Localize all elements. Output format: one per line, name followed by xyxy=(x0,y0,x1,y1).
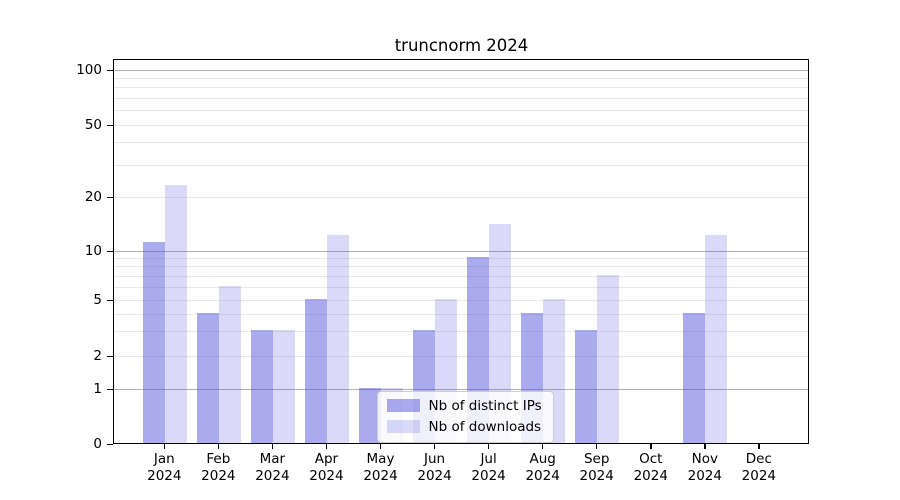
x-axis-tick-label: Feb 2024 xyxy=(201,451,236,484)
chart-title: truncnorm 2024 xyxy=(394,36,529,55)
x-axis-tick-label: Aug 2024 xyxy=(525,451,560,484)
x-tick-mark xyxy=(704,444,706,449)
y-axis-tick-label: 20 xyxy=(84,189,102,205)
bar-distinct-ips-feb xyxy=(196,312,219,443)
y-axis-tick-label: 10 xyxy=(84,242,102,259)
y-tick-mark xyxy=(106,250,113,252)
legend-item-distinct-ips: Nb of distinct IPs xyxy=(386,397,542,414)
minor-gridline xyxy=(113,313,808,315)
bar-downloads-mar xyxy=(272,329,295,443)
x-tick-mark xyxy=(758,444,760,449)
y-tick-mark xyxy=(106,355,113,357)
y-tick-mark xyxy=(106,197,113,199)
bar-distinct-ips-jan xyxy=(142,242,165,443)
minor-gridline xyxy=(113,330,808,332)
bar-downloads-jul xyxy=(489,223,512,443)
minor-gridline xyxy=(113,87,808,89)
x-axis-tick-label: Jan 2024 xyxy=(147,451,182,484)
minor-gridline xyxy=(113,165,808,167)
y-tick-mark xyxy=(106,124,113,127)
bar-downloads-jan xyxy=(164,185,187,443)
y-axis-tick-label: 2 xyxy=(93,347,102,364)
x-tick-mark xyxy=(325,444,328,449)
y-axis-tick-label: 0 xyxy=(93,435,102,452)
minor-gridline xyxy=(113,300,808,301)
bar-distinct-ips-apr xyxy=(304,299,327,443)
legend-swatch-downloads xyxy=(386,420,420,433)
bar-distinct-ips-sep xyxy=(575,329,598,443)
x-tick-mark xyxy=(542,444,544,449)
bar-downloads-apr xyxy=(326,235,349,443)
minor-gridline xyxy=(113,110,808,112)
y-tick-mark xyxy=(106,300,113,302)
bar-downloads-nov xyxy=(705,235,728,443)
bar-downloads-sep xyxy=(597,274,620,443)
x-tick-mark xyxy=(488,444,490,449)
y-tick-mark xyxy=(106,443,113,445)
x-axis-tick-label: Jul 2024 xyxy=(471,451,506,484)
legend-swatch-distinct-ips xyxy=(386,399,420,412)
y-axis-tick-label: 100 xyxy=(76,61,102,78)
minor-gridline xyxy=(113,124,808,126)
x-tick-mark xyxy=(434,444,436,449)
minor-gridline xyxy=(113,142,808,144)
x-tick-mark xyxy=(650,444,652,449)
bar-distinct-ips-nov xyxy=(683,312,706,443)
plot-area: Nb of distinct IPs Nb of downloads xyxy=(112,58,809,444)
legend: Nb of distinct IPs Nb of downloads xyxy=(376,390,554,443)
x-tick-mark xyxy=(380,444,382,449)
x-axis-tick-label: Apr 2024 xyxy=(309,451,344,484)
x-axis-tick-label: Dec 2024 xyxy=(741,451,777,484)
bar-distinct-ips-mar xyxy=(250,329,273,443)
y-tick-mark xyxy=(106,389,113,391)
legend-item-downloads: Nb of downloads xyxy=(386,418,542,435)
major-gridline xyxy=(113,389,808,390)
y-axis-tick-label: 50 xyxy=(84,116,102,133)
minor-gridline xyxy=(113,258,808,260)
minor-gridline xyxy=(113,275,808,277)
y-axis-tick-label: 5 xyxy=(93,292,102,308)
bar-downloads-feb xyxy=(218,285,241,443)
minor-gridline xyxy=(113,97,808,99)
legend-label-distinct-ips: Nb of distinct IPs xyxy=(428,397,542,414)
x-tick-mark xyxy=(217,444,220,449)
major-gridline xyxy=(113,69,808,71)
x-axis-tick-label: Jun 2024 xyxy=(417,451,452,484)
x-tick-mark xyxy=(271,444,274,449)
x-axis-tick-label: May 2024 xyxy=(363,451,398,484)
x-tick-mark xyxy=(163,444,166,449)
bar-distinct-ips-may xyxy=(359,388,381,443)
x-axis-tick-label: Mar 2024 xyxy=(255,451,290,484)
minor-gridline xyxy=(113,355,808,357)
minor-gridline xyxy=(113,286,808,288)
x-axis-tick-label: Oct 2024 xyxy=(633,451,668,484)
legend-label-downloads: Nb of downloads xyxy=(428,418,542,435)
y-axis-tick-label: 1 xyxy=(93,381,102,397)
x-axis-tick-label: Sep 2024 xyxy=(579,451,614,484)
minor-gridline xyxy=(113,197,808,198)
major-gridline xyxy=(113,250,808,252)
x-axis-tick-label: Nov 2024 xyxy=(687,451,722,484)
x-tick-mark xyxy=(596,444,598,449)
minor-gridline xyxy=(113,77,808,79)
y-tick-mark xyxy=(106,69,113,71)
minor-gridline xyxy=(113,266,808,268)
